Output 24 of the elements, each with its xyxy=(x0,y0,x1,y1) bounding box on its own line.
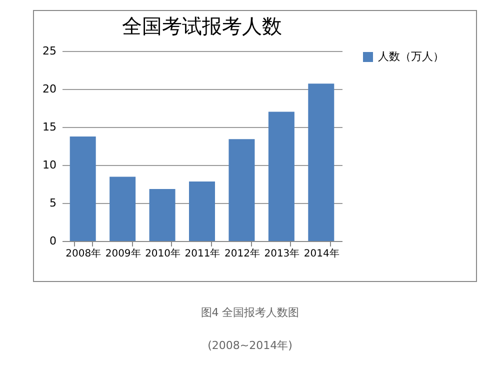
y-tick-label: 10 xyxy=(42,158,56,172)
x-tick-label: 2008年 xyxy=(66,248,102,260)
x-tick-label: 2012年 xyxy=(224,248,260,260)
caption: 图4 全国报考人数图 xyxy=(200,305,300,320)
y-tick-label: 20 xyxy=(42,82,56,96)
x-tick-label: 2013年 xyxy=(264,248,300,260)
y-tick-label: 15 xyxy=(42,120,56,134)
x-tick-label: 2011年 xyxy=(184,248,220,260)
y-tick-label: 5 xyxy=(50,196,56,210)
x-tick-label: 2010年 xyxy=(145,248,181,260)
bar xyxy=(149,188,176,241)
y-tick-label: 25 xyxy=(42,44,56,58)
bar xyxy=(268,112,294,241)
bar xyxy=(308,84,334,241)
x-tick-label: 2014年 xyxy=(304,248,340,260)
chart-title: 全国考试报考人数 xyxy=(122,14,282,38)
bar xyxy=(70,136,96,241)
legend-label: 人数（万人） xyxy=(378,50,444,63)
x-tick-label: 2009年 xyxy=(105,248,141,260)
y-tick-label: 0 xyxy=(50,234,56,248)
bar xyxy=(189,181,215,241)
bar xyxy=(110,176,136,241)
bar xyxy=(228,139,255,241)
text: (2008~2014年) xyxy=(206,338,294,353)
